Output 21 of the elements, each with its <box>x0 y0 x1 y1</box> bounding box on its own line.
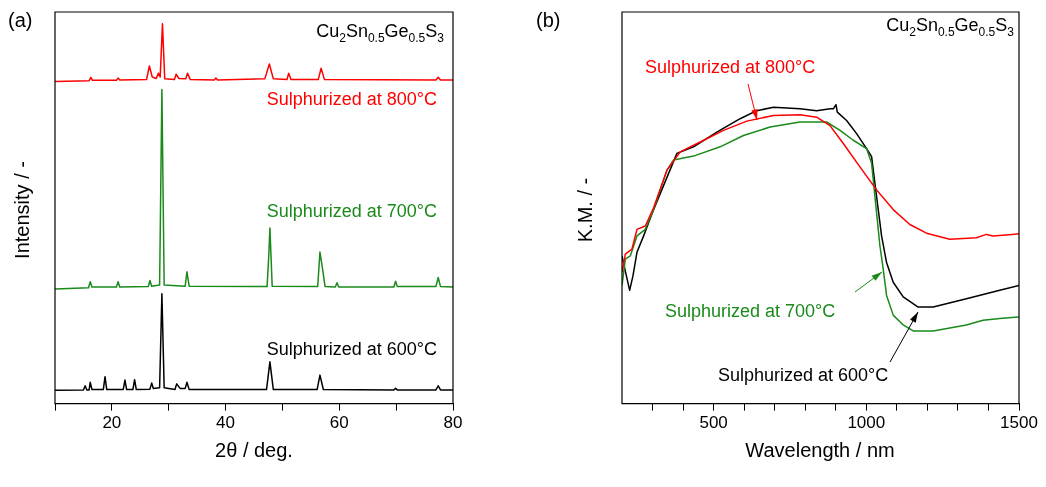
series-label: Sulphurized at 600°C <box>266 339 437 359</box>
text: (b) <box>536 9 561 31</box>
text: Sulphurized at 800°C <box>645 57 816 77</box>
x-tick-label: 500 <box>699 413 728 433</box>
x-tick-label: 40 <box>216 413 236 433</box>
x-axis-title: 2θ / deg. <box>215 439 293 461</box>
x-tick-label: 80 <box>443 413 463 433</box>
text: Sulphurized at 700°C <box>665 301 836 321</box>
x-tick-label: 1500 <box>1000 413 1038 433</box>
x-tick-label: 1000 <box>847 413 886 433</box>
annotation: Cu$_{2}$Sn$_{0.5}$Ge$_{0.5}$S$_{3}$ <box>316 21 444 45</box>
text: Sulphurized at 600°C <box>718 365 889 385</box>
x-axis-title: Wavelength / nm <box>745 439 895 461</box>
series-label: Sulphurized at 700°C <box>266 201 437 221</box>
text: (a) <box>8 9 33 31</box>
x-tick-label: 20 <box>102 413 122 433</box>
y-axis-title: K.M. / - <box>574 177 596 243</box>
x-tick-label: 60 <box>329 413 349 433</box>
series-label: Sulphurized at 800°C <box>266 89 437 109</box>
y-axis-title: Intensity / - <box>11 161 33 259</box>
text: Cu$_{2}$Sn$_{0.5}$Ge$_{0.5}$S$_{3}$ <box>886 15 1014 39</box>
